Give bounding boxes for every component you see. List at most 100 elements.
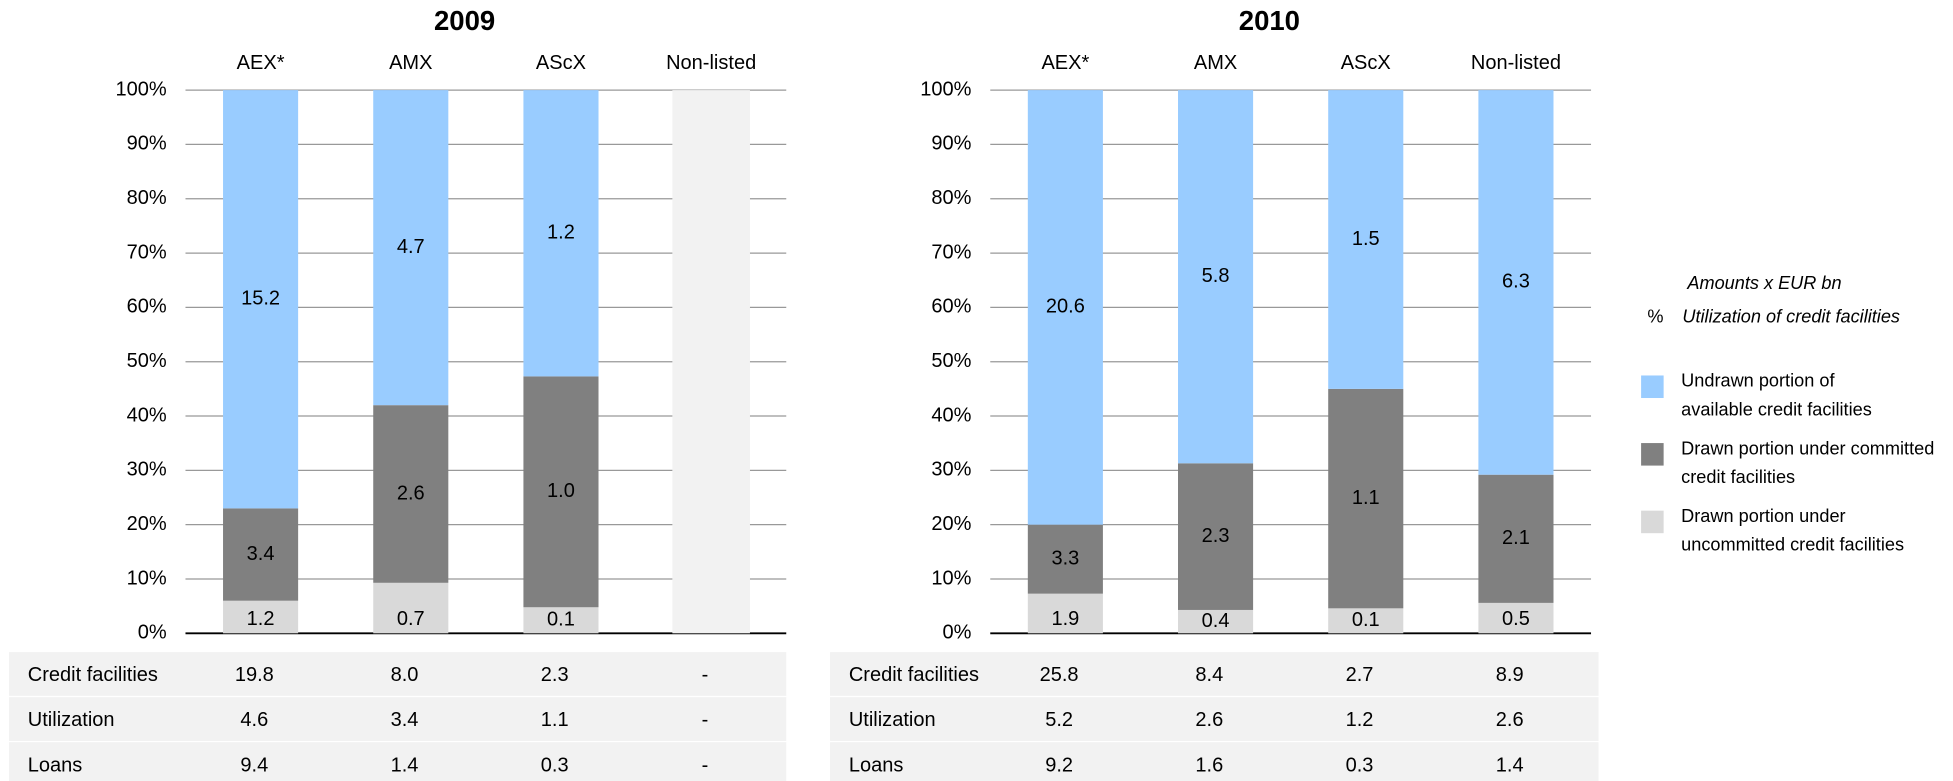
data-label: 2.6	[397, 482, 425, 504]
table-cell: 25.8	[1040, 664, 1079, 686]
table-row-label: Credit facilities	[849, 664, 979, 686]
legend-symbol-note: Utilization of credit facilities	[1682, 307, 1900, 327]
bar-segment	[223, 600, 299, 634]
data-label: 1.1	[1352, 487, 1380, 509]
table-cell: 2.6	[1195, 709, 1223, 731]
legend-label: Undrawn portion of available credit faci…	[1681, 371, 1872, 421]
data-label: 1.5	[1352, 228, 1380, 250]
bar-segment	[1027, 593, 1103, 634]
y-tick-label: 0%	[138, 622, 167, 644]
data-label: 1.9	[1051, 608, 1079, 630]
x-tick-label: Non-listed	[1471, 52, 1561, 74]
no-data-column	[672, 90, 750, 634]
y-tick-label: 80%	[127, 187, 167, 209]
y-tick-label: 20%	[931, 513, 971, 535]
bar-segment	[1178, 463, 1254, 610]
bar-segment	[1478, 474, 1554, 603]
data-label: 0.5	[1502, 608, 1530, 630]
table-cell: 0.3	[1346, 754, 1374, 776]
bar-segment	[1478, 602, 1554, 634]
table-cell: 1.1	[541, 709, 569, 731]
data-label: 0.4	[1202, 610, 1230, 632]
bar-segment	[1178, 609, 1254, 634]
legend-swatch	[1641, 375, 1664, 399]
data-label: 3.3	[1051, 547, 1079, 569]
data-label: 0.1	[1352, 609, 1380, 631]
table-row	[9, 652, 787, 696]
data-label: 6.3	[1502, 271, 1530, 293]
table-cell: 5.2	[1045, 709, 1073, 731]
legend-swatch	[1641, 443, 1664, 466]
bar-segment	[373, 90, 449, 406]
y-tick-label: 60%	[931, 296, 971, 318]
table-cell: 1.2	[1346, 709, 1374, 731]
legend-swatch	[1641, 510, 1664, 534]
data-label: 2.3	[1202, 525, 1230, 547]
y-tick-label: 70%	[127, 241, 167, 263]
table-cell: -	[702, 709, 709, 731]
y-tick-label: 0%	[943, 622, 972, 644]
y-tick-label: 90%	[127, 133, 167, 155]
y-tick-label: 30%	[931, 459, 971, 481]
table-cell: 2.3	[541, 664, 569, 686]
y-tick-label: 100%	[920, 78, 971, 100]
x-tick-label: AScX	[1341, 52, 1391, 74]
data-label: 3.4	[247, 543, 275, 565]
table-cell: 19.8	[235, 664, 274, 686]
data-label: 2.1	[1502, 527, 1530, 549]
legend-note: Amounts x EUR bn	[1686, 273, 1841, 293]
table-cell: 1.4	[1496, 754, 1524, 776]
data-label: 1.2	[547, 222, 575, 244]
legend-label-box: Drawn portion under committed credit fac…	[1681, 439, 1935, 489]
bar-segment	[523, 607, 599, 634]
data-label: 0.7	[397, 608, 425, 630]
table-cell: -	[702, 754, 709, 776]
legend-symbol: %	[1647, 307, 1663, 327]
table-cell: 1.4	[391, 754, 419, 776]
bar-segment	[1328, 608, 1404, 634]
data-label: 20.6	[1046, 296, 1085, 318]
bar-segment	[1478, 90, 1554, 475]
bar-segment	[1328, 388, 1404, 609]
y-tick-label: 50%	[127, 350, 167, 372]
y-tick-label: 80%	[931, 187, 971, 209]
bar-segment	[1027, 524, 1103, 594]
table-cell: 0.3	[541, 754, 569, 776]
legend-label: Drawn portion under uncommitted credit f…	[1681, 506, 1905, 556]
y-tick-label: 40%	[931, 404, 971, 426]
table-cell: 8.9	[1496, 664, 1524, 686]
table-row	[830, 697, 1599, 741]
x-tick-label: AMX	[1194, 52, 1237, 74]
data-label: 4.7	[397, 236, 425, 258]
table-cell: 8.0	[391, 664, 419, 686]
table-cell: 2.7	[1346, 664, 1374, 686]
y-tick-label: 60%	[127, 296, 167, 318]
table-row-label: Utilization	[849, 709, 936, 731]
table-row	[830, 652, 1599, 696]
bar-segment	[373, 582, 449, 634]
x-tick-label: AMX	[389, 52, 432, 74]
bar-segment	[1027, 90, 1103, 525]
table-row-label: Credit facilities	[28, 664, 158, 686]
table-row-label: Loans	[849, 754, 904, 776]
table-row-label: Loans	[28, 754, 83, 776]
x-tick-label: Non-listed	[666, 52, 756, 74]
table-cell: 8.4	[1195, 664, 1223, 686]
table-cell: 2.6	[1496, 709, 1524, 731]
data-label: 0.1	[547, 609, 575, 631]
table-cell: 1.6	[1195, 754, 1223, 776]
chart-title: 2009	[434, 5, 495, 36]
bar-segment	[1328, 90, 1404, 389]
table-row-label: Utilization	[28, 709, 115, 731]
data-label: 15.2	[241, 288, 280, 310]
table-cell: 9.2	[1045, 754, 1073, 776]
x-tick-label: AEX*	[1041, 52, 1089, 74]
x-tick-label: AEX*	[237, 52, 285, 74]
bar-segment	[523, 376, 599, 608]
y-tick-label: 50%	[931, 350, 971, 372]
table-row	[9, 697, 787, 741]
bar-segment	[373, 405, 449, 583]
legend-label: Drawn portion under committed credit fac…	[1681, 439, 1935, 489]
